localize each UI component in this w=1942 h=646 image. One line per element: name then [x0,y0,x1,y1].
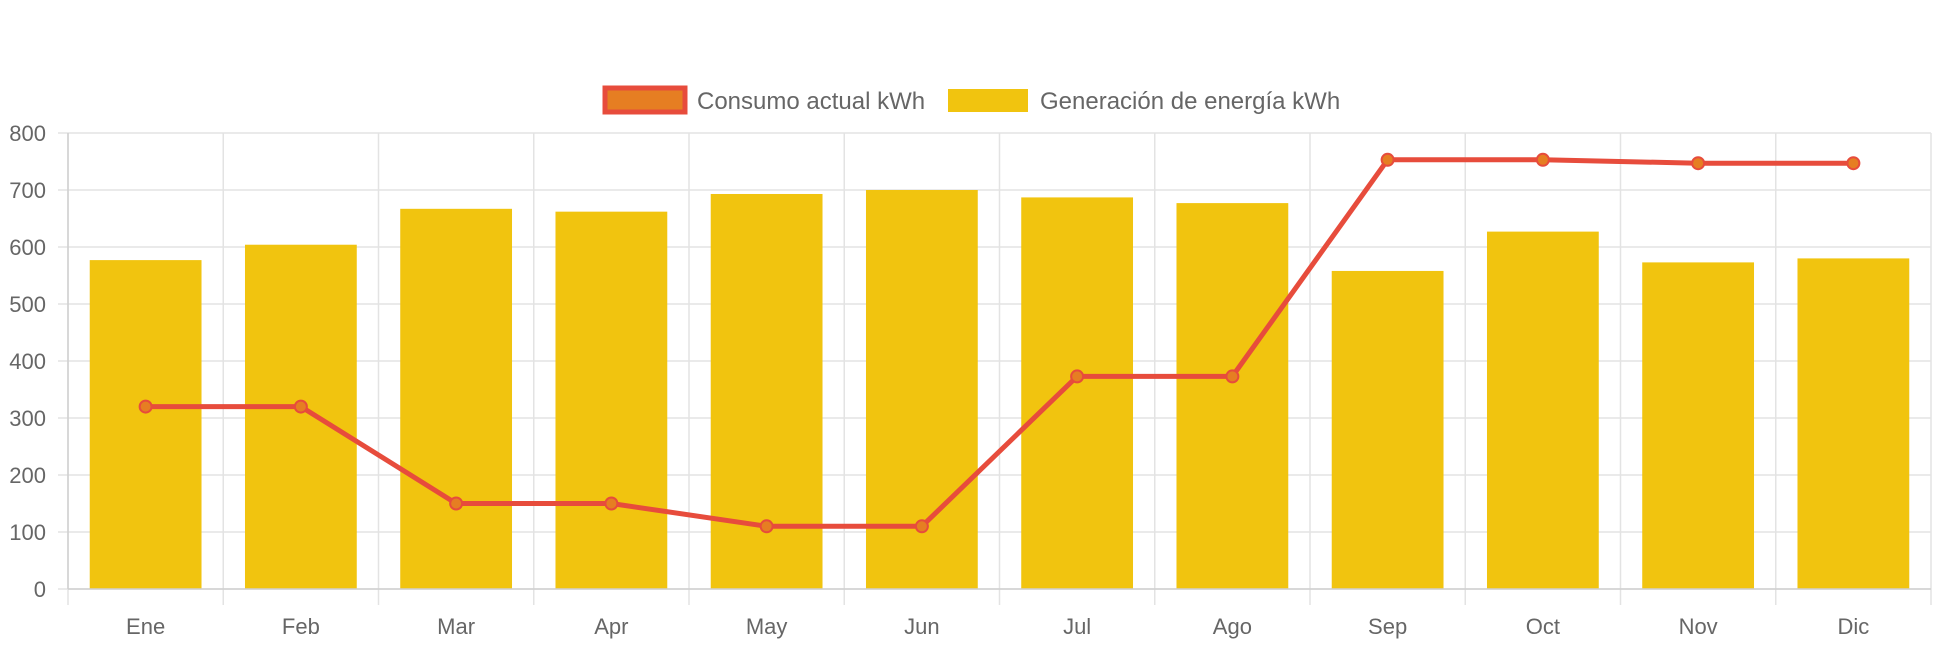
point-consumo-nov[interactable] [1691,156,1706,171]
x-tick-label: Nov [1679,614,1718,639]
bar-generacion-apr[interactable] [555,211,668,589]
y-tick-label: 400 [9,349,46,374]
legend-swatch-generacion [948,89,1028,112]
bar-generacion-ene[interactable] [89,260,202,589]
point-consumo-feb[interactable] [293,399,308,414]
y-tick-label: 600 [9,235,46,260]
bar-generacion-feb[interactable] [244,244,357,589]
point-consumo-oct[interactable] [1535,152,1550,167]
line-layer [138,152,1861,534]
legend-item-consumo[interactable]: Consumo actual kWh [602,85,925,115]
bar-generacion-sep[interactable] [1331,270,1444,589]
y-tick-label: 100 [9,520,46,545]
bar-generacion-oct[interactable] [1486,231,1599,590]
x-tick-label: Dic [1837,614,1869,639]
bar-generacion-ago[interactable] [1176,203,1289,590]
y-tick-label: 500 [9,292,46,317]
point-consumo-ene[interactable] [138,399,153,414]
y-tick-label: 800 [9,121,46,146]
x-tick-label: Mar [437,614,475,639]
point-consumo-dic[interactable] [1846,156,1861,171]
point-consumo-ago[interactable] [1225,369,1240,384]
legend: Consumo actual kWh Generación de energía… [602,85,1340,115]
legend-swatch-consumo [602,85,688,115]
y-tick-label: 0 [34,577,46,602]
x-tick-label: Sep [1368,614,1407,639]
x-tick-label: Jun [904,614,939,639]
grid-layer [58,132,1932,605]
x-tick-label: May [746,614,788,639]
point-consumo-mar[interactable] [449,496,464,511]
point-consumo-apr[interactable] [604,496,619,511]
x-tick-label: Oct [1526,614,1560,639]
x-tick-label: Ago [1213,614,1252,639]
legend-label-consumo: Consumo actual kWh [697,88,925,115]
axes-layer: 0 100 200 300 400 500 600 700 800 Ene Feb Mar Apr May… [9,121,1931,639]
x-tick-label: Feb [282,614,320,639]
y-tick-label: 700 [9,178,46,203]
x-tick-label: Apr [594,614,628,639]
point-consumo-jul[interactable] [1070,369,1085,384]
legend-item-generacion[interactable]: Generación de energía kWh [948,88,1340,115]
point-consumo-may[interactable] [759,519,774,534]
x-tick-label: Jul [1063,614,1091,639]
bar-generacion-mar[interactable] [400,208,513,589]
bar-generacion-nov[interactable] [1642,262,1755,589]
bar-generacion-jul[interactable] [1021,197,1134,589]
legend-label-generacion: Generación de energía kWh [1040,88,1340,115]
line-consumo [145,157,1854,529]
point-consumo-sep[interactable] [1380,152,1395,167]
point-consumo-jun[interactable] [914,519,929,534]
x-tick-label: Ene [126,614,165,639]
y-tick-label: 300 [9,406,46,431]
bar-generacion-dic[interactable] [1797,258,1910,589]
y-tick-label: 200 [9,463,46,488]
